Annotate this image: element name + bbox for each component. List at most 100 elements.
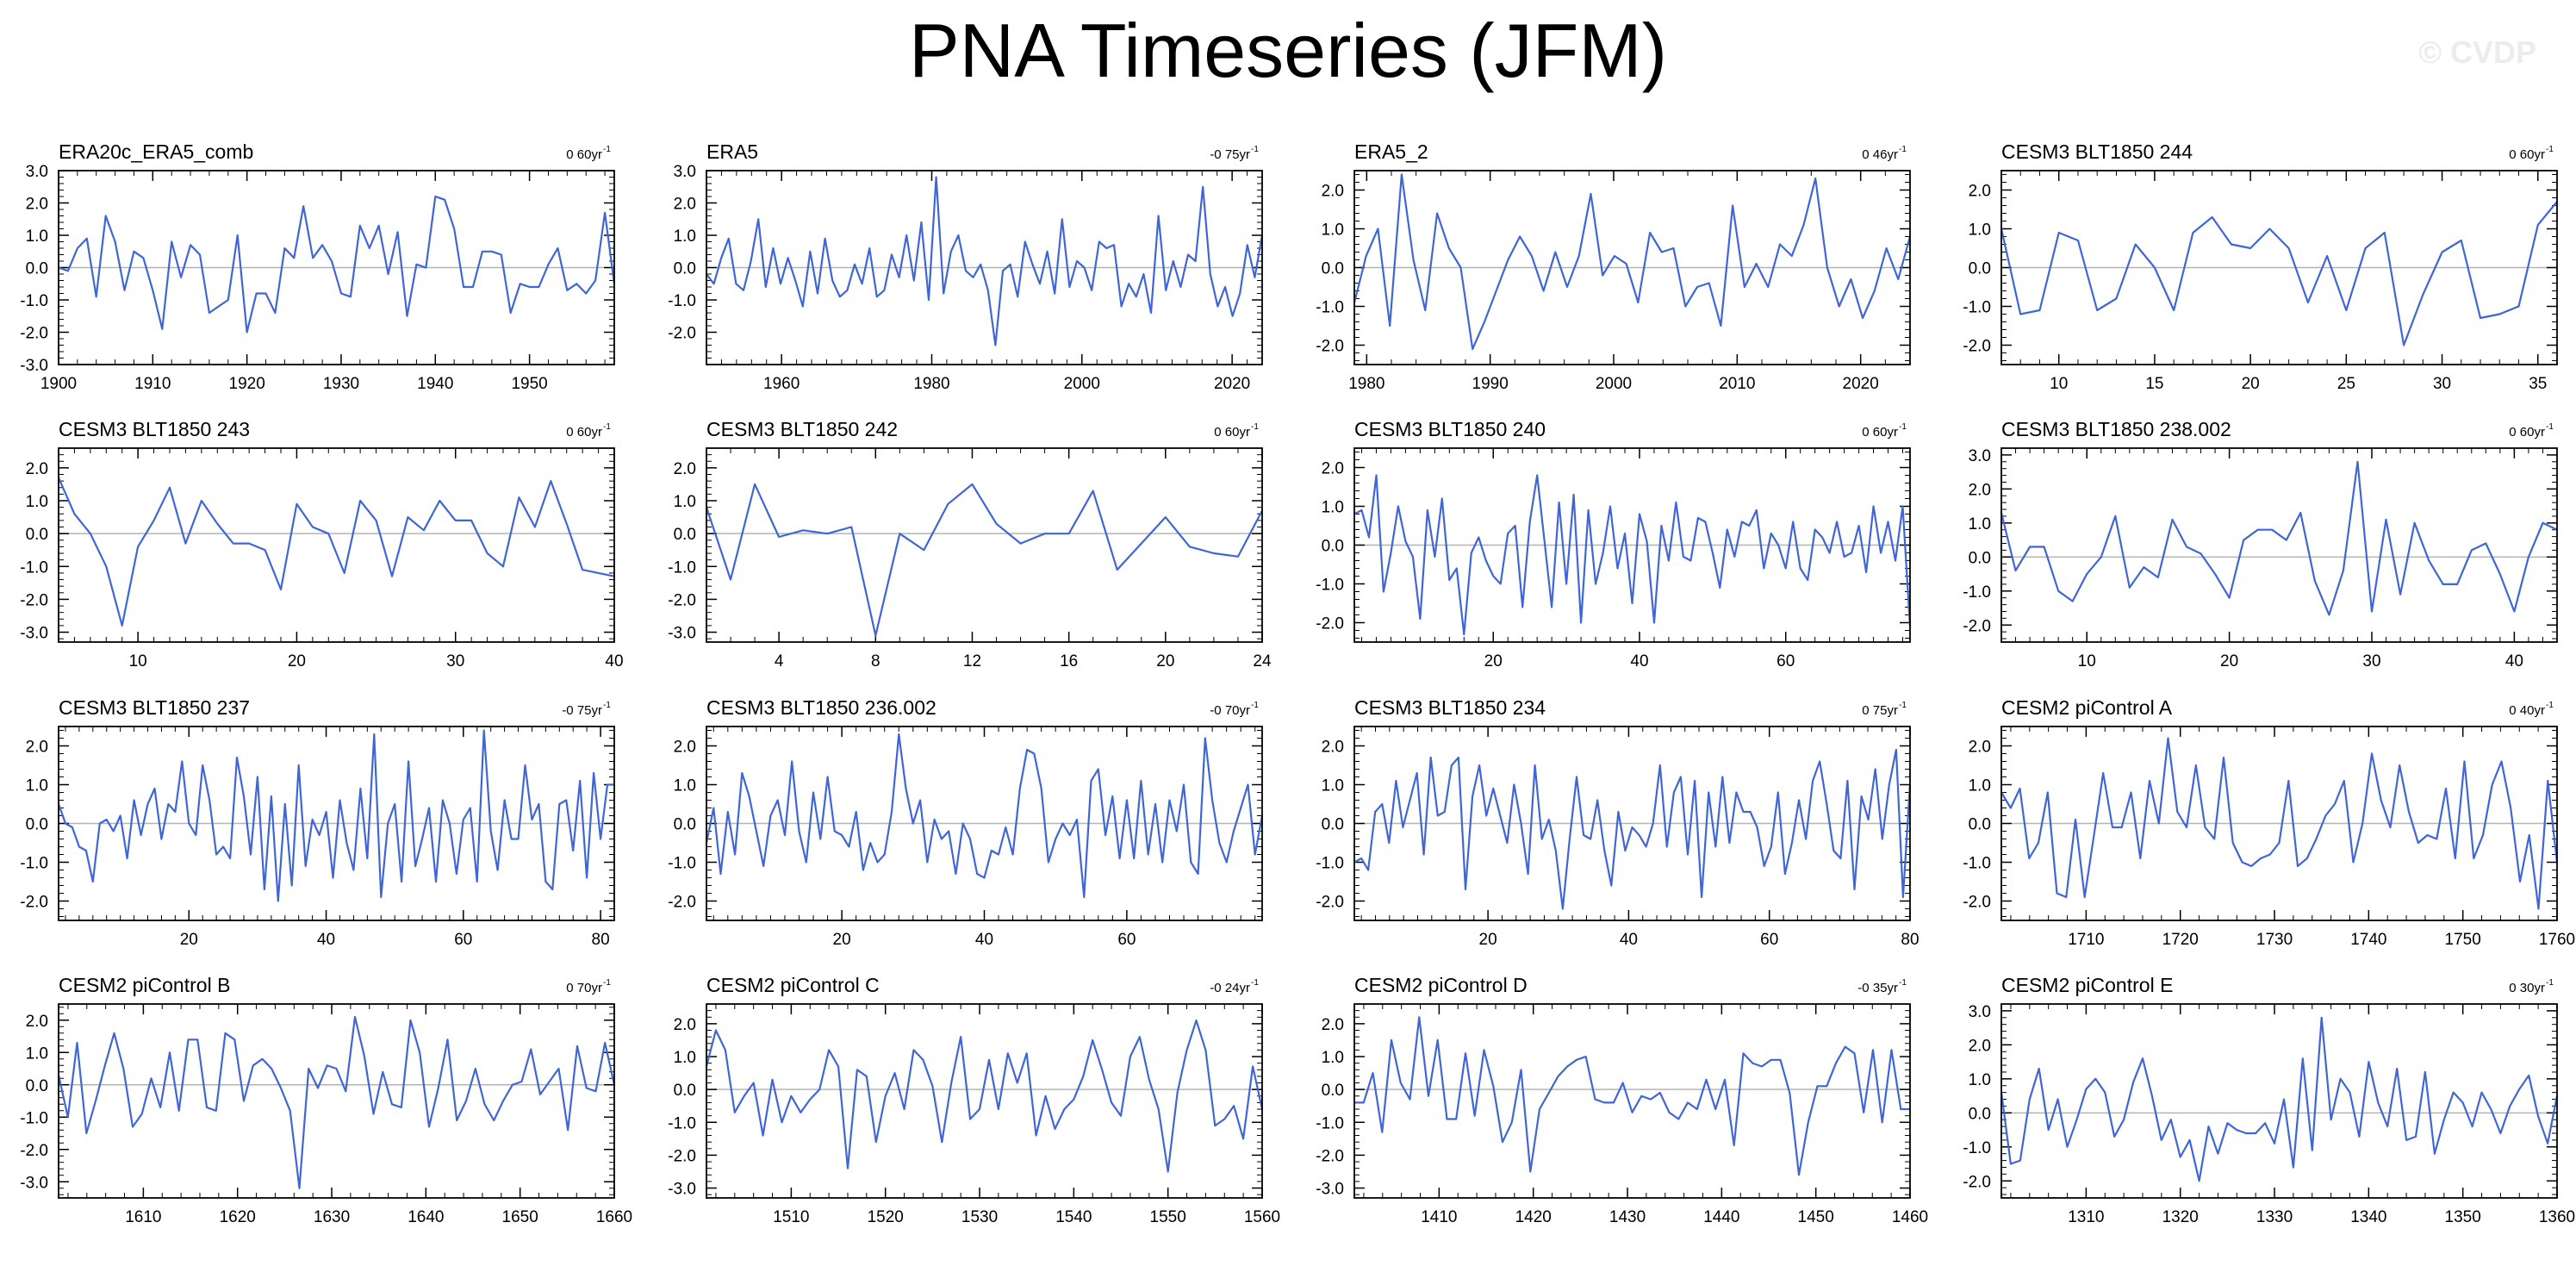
- panel-14: CESM2 piControl C -0 24yr -1 1510 1520 1530 15…: [668, 974, 1280, 1226]
- y-tick-label: 0.0: [26, 816, 48, 834]
- plot-frame: [706, 1003, 1263, 1199]
- panel-title: CESM3 BLT1850 243: [59, 418, 250, 440]
- series-line: [1353, 748, 1912, 910]
- y-tick-label: 2.0: [26, 1013, 48, 1031]
- y-tick-label: 0.0: [26, 260, 48, 278]
- y-tick-label: -3.0: [20, 1174, 48, 1192]
- y-tick-label: -3.0: [20, 357, 48, 375]
- panel-title: CESM2 piControl E: [2001, 974, 2173, 996]
- x-tick-label: 20: [1484, 652, 1503, 670]
- y-tick-label: 2.0: [26, 196, 48, 214]
- y-tick-label: 2.0: [1969, 1037, 1991, 1055]
- panel-5: CESM3 BLT1850 243 0 60yr -1 10 20 30 40 -3.0 -2.…: [20, 418, 623, 670]
- panel-3: ERA5_2 0 46yr -1 1980 1990 2000 2010 2020 -2.0 -1…: [1316, 140, 1912, 393]
- series-line: [1353, 474, 1912, 636]
- x-tick-label: 10: [129, 652, 147, 670]
- x-tick-label: 30: [2433, 375, 2451, 393]
- x-tick-label: 80: [592, 931, 610, 949]
- panel-title: CESM3 BLT1850 242: [706, 418, 898, 440]
- panel-title: ERA5_2: [1354, 140, 1428, 163]
- x-tick-label: 20: [2220, 652, 2238, 670]
- y-tick-label: 1.0: [674, 1049, 696, 1067]
- series-line: [57, 1015, 616, 1189]
- x-tick-label: 2000: [1596, 375, 1632, 393]
- series-line: [58, 195, 616, 334]
- y-tick-label: 0.0: [674, 1082, 696, 1100]
- panel-title: CESM3 BLT1850 236.002: [706, 696, 936, 719]
- y-tick-label: 0.0: [1969, 549, 1991, 567]
- panel-title: CESM3 BLT1850 238.002: [2001, 418, 2231, 440]
- y-tick-label: 0.0: [26, 526, 48, 544]
- x-tick-label: 1990: [1472, 375, 1509, 393]
- y-tick-label: -1.0: [1963, 299, 1991, 317]
- y-tick-label: 2.0: [1969, 183, 1991, 201]
- x-tick-label: 1450: [1798, 1208, 1834, 1226]
- y-tick-label: 2.0: [1322, 460, 1344, 478]
- y-tick-label: -2.0: [1316, 1147, 1344, 1165]
- y-tick-label: -1.0: [1316, 1114, 1344, 1132]
- trend-label: -0 75yr: [1210, 147, 1250, 162]
- x-tick-label: 20: [2242, 375, 2260, 393]
- y-tick-label: -2.0: [1316, 615, 1344, 633]
- y-tick-label: -1.0: [1963, 855, 1991, 873]
- panel-12: CESM2 piControl A 0 40yr -1 1710 1720 1730 174…: [1963, 696, 2575, 949]
- x-tick-label: 60: [1117, 931, 1136, 949]
- panel-title: CESM3 BLT1850 244: [2001, 140, 2193, 163]
- trend-exponent: -1: [1251, 978, 1259, 988]
- y-tick-label: -2.0: [20, 894, 48, 912]
- x-tick-label: 1520: [868, 1208, 904, 1226]
- y-tick-label: 2.0: [1322, 1016, 1344, 1034]
- x-tick-label: 1650: [502, 1208, 538, 1226]
- y-tick-label: 2.0: [1969, 739, 1991, 757]
- trend-exponent: -1: [2546, 701, 2554, 710]
- x-tick-label: 40: [975, 931, 993, 949]
- plot-frame: [1353, 1003, 1911, 1199]
- y-tick-label: 0.0: [1322, 1082, 1344, 1100]
- x-tick-label: 2000: [1064, 375, 1100, 393]
- panel-4: CESM3 BLT1850 244 0 60yr -1 10 15 20 25 30 35 -2.…: [1963, 140, 2558, 393]
- x-tick-label: 1430: [1609, 1208, 1646, 1226]
- panel-title: CESM2 piControl D: [1354, 974, 1528, 996]
- panel-title: CESM3 BLT1850 240: [1354, 418, 1546, 440]
- series-line: [2000, 201, 2558, 346]
- y-tick-label: -2.0: [20, 1142, 48, 1160]
- trend-label: 0 40yr: [2509, 703, 2545, 718]
- y-tick-label: -2.0: [20, 591, 48, 609]
- series-line: [57, 729, 614, 902]
- panel-title: CESM3 BLT1850 234: [1354, 696, 1546, 719]
- x-tick-label: 30: [446, 652, 464, 670]
- trend-exponent: -1: [603, 145, 611, 154]
- x-tick-label: 1310: [2068, 1208, 2104, 1226]
- panel-title: CESM2 piControl B: [59, 974, 230, 996]
- series-line: [1354, 1016, 1910, 1176]
- y-tick-label: 0.0: [1969, 260, 1991, 278]
- x-tick-label: 40: [317, 931, 335, 949]
- x-tick-label: 1980: [913, 375, 949, 393]
- series-line: [1353, 173, 1912, 351]
- x-tick-label: 1920: [229, 375, 265, 393]
- trend-exponent: -1: [2546, 422, 2554, 432]
- plot-frame: [1353, 726, 1911, 921]
- x-tick-label: 1560: [1244, 1208, 1280, 1226]
- chart-title: PNA Timeseries (JFM): [908, 8, 1668, 93]
- y-tick-label: -3.0: [20, 625, 48, 643]
- trend-exponent: -1: [603, 978, 611, 988]
- y-tick-label: 1.0: [26, 228, 48, 246]
- y-tick-label: 1.0: [1969, 1071, 1991, 1089]
- y-tick-label: -1.0: [20, 855, 48, 873]
- y-tick-label: -3.0: [668, 1181, 696, 1199]
- panel-8: CESM3 BLT1850 238.002 0 60yr -1 10 20 30 40 -2.…: [1963, 418, 2558, 670]
- y-tick-label: 0.0: [674, 816, 696, 834]
- x-tick-label: 1330: [2256, 1208, 2293, 1226]
- y-tick-label: -2.0: [1316, 894, 1344, 912]
- panel-1: ERA20c_ERA5_comb 0 60yr -1 1900 1910 1920 1930…: [20, 140, 616, 393]
- trend-exponent: -1: [1899, 978, 1907, 988]
- y-tick-label: 0.0: [674, 526, 696, 544]
- y-tick-label: 3.0: [1969, 447, 1991, 465]
- y-tick-label: 2.0: [1322, 739, 1344, 757]
- y-tick-label: -2.0: [668, 591, 696, 609]
- x-tick-label: 1660: [596, 1208, 632, 1226]
- x-tick-label: 20: [833, 931, 851, 949]
- y-tick-label: 1.0: [1969, 777, 1991, 795]
- trend-label: 0 30yr: [2509, 981, 2545, 995]
